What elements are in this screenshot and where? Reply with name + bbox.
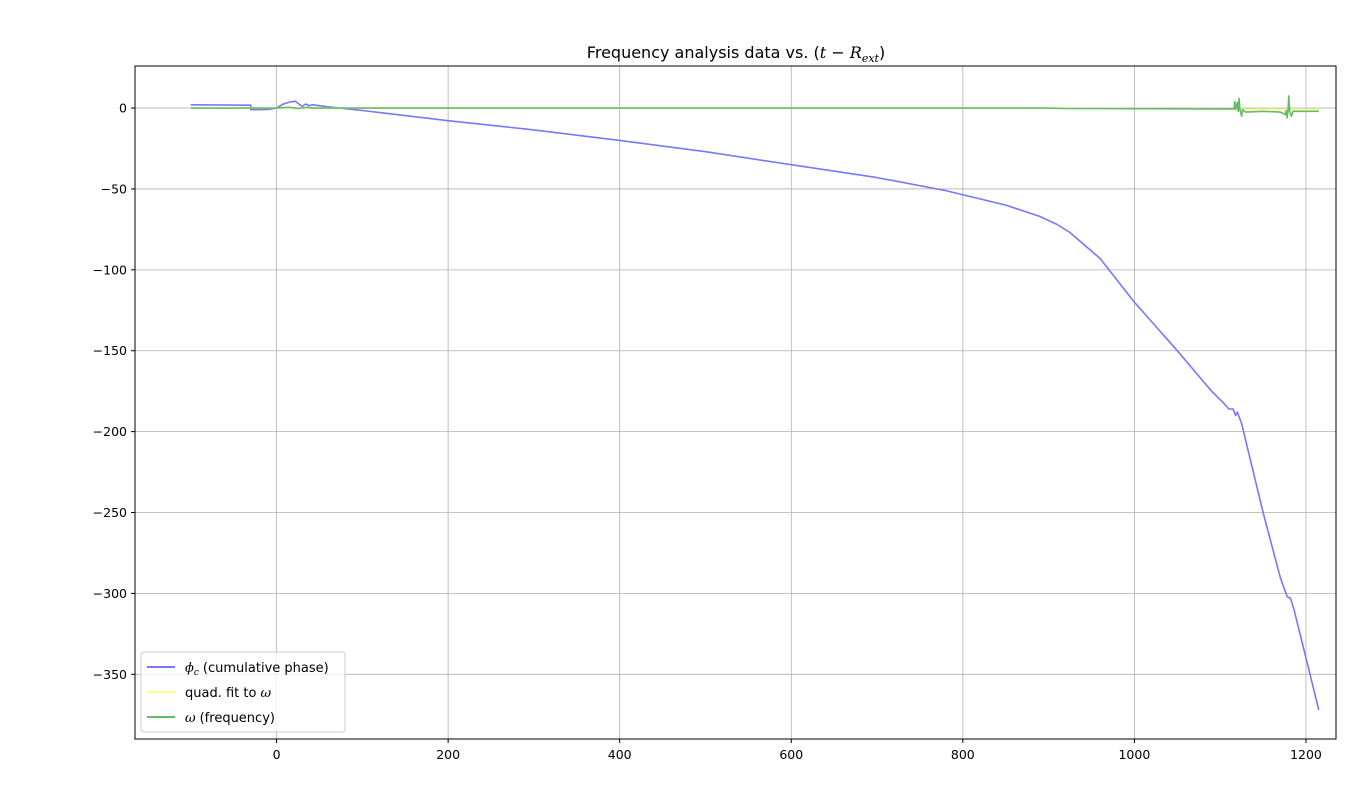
x-tick-label: 200 bbox=[436, 747, 460, 762]
x-tick-labels: 0 200 400 600 800 1000 1200 bbox=[273, 747, 1322, 762]
x-tick-label: 400 bbox=[608, 747, 632, 762]
legend-label-quad-fit: quad. fit to ω bbox=[185, 686, 271, 701]
y-tick-label: −300 bbox=[93, 586, 127, 601]
x-tick-label: 1200 bbox=[1290, 747, 1322, 762]
legend-box bbox=[140, 651, 346, 733]
y-tick-label: 0 bbox=[119, 101, 127, 116]
series-group bbox=[190, 95, 1320, 711]
y-tick-label: −50 bbox=[101, 181, 127, 196]
x-tick-label: 800 bbox=[951, 747, 975, 762]
legend: ϕc (cumulative phase) quad. fit to ω ω (fre… bbox=[140, 651, 346, 733]
y-tick-label: −200 bbox=[93, 424, 127, 439]
x-tick-label: 1000 bbox=[1118, 747, 1150, 762]
tick-marks bbox=[131, 107, 1307, 743]
y-tick-label: −350 bbox=[93, 667, 127, 682]
y-tick-label: −150 bbox=[93, 343, 127, 358]
y-tick-label: −100 bbox=[93, 262, 127, 277]
chart-title: Frequency analysis data vs. (t − Rext) bbox=[587, 43, 885, 65]
legend-label-phase: ϕc (cumulative phase) bbox=[185, 661, 329, 678]
x-tick-label: 600 bbox=[779, 747, 803, 762]
frequency-line bbox=[190, 95, 1319, 119]
phase-line bbox=[190, 100, 1320, 711]
plot-frame bbox=[134, 65, 1337, 740]
legend-label-frequency: ω (frequency) bbox=[185, 711, 275, 726]
y-tick-label: −250 bbox=[93, 505, 127, 520]
y-tick-labels: 0 −50 −100 −150 −200 −250 −300 −350 bbox=[93, 101, 127, 682]
x-tick-label: 0 bbox=[273, 747, 281, 762]
